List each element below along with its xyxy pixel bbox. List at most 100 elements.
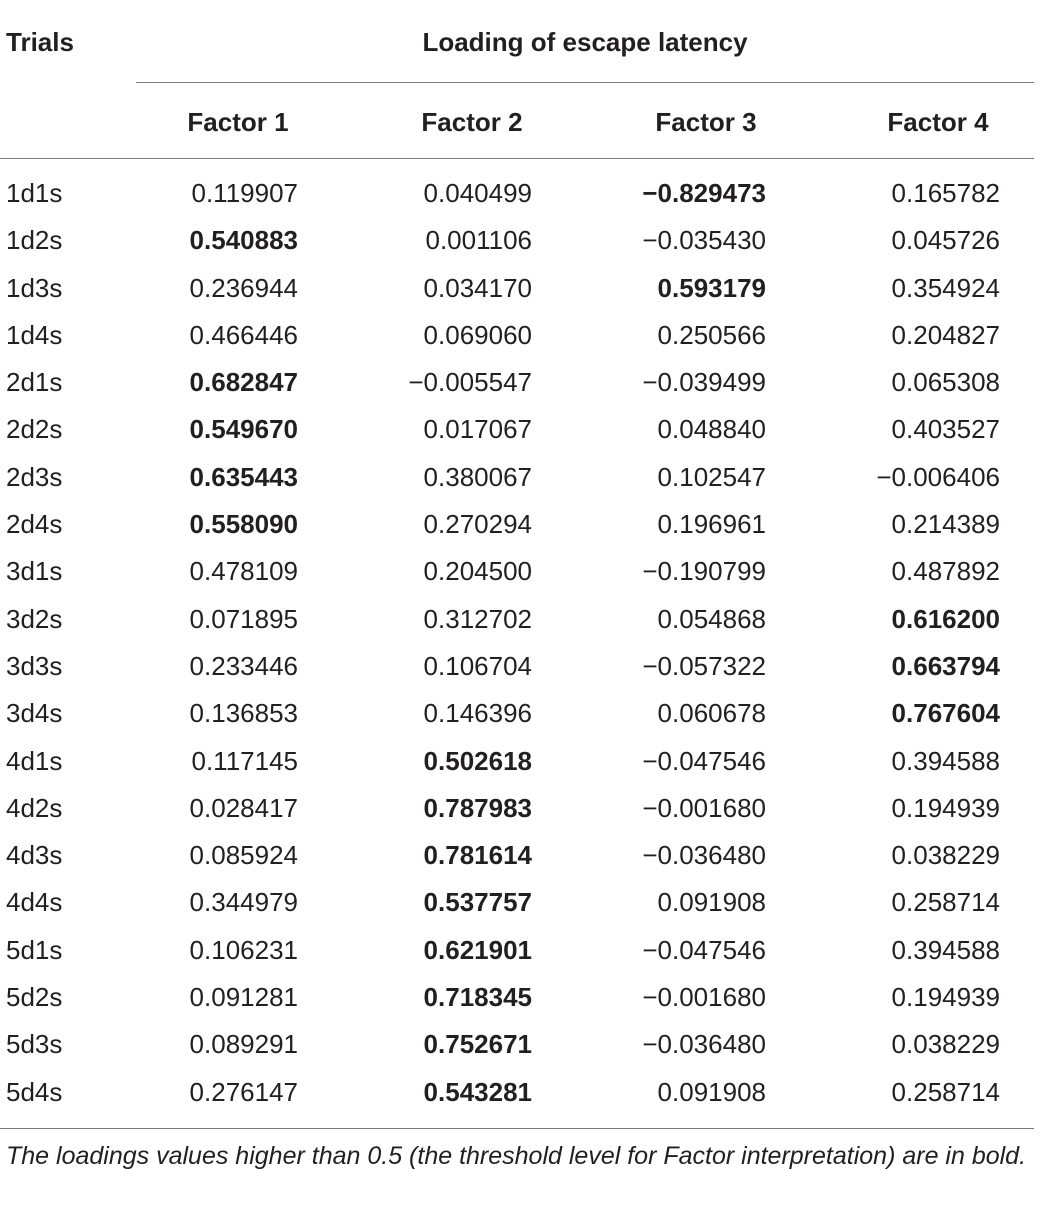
factor-4-loading: 0.394588 [891,745,1000,776]
factor-4-loading: 0.663794 [891,650,1000,681]
table-bottom-rule [0,1128,1034,1129]
trial-label: 1d2s [6,225,63,256]
table-row: 5d2s 0.091281 0.718345 −0.001680 0.194939 [0,974,1034,1021]
trial-label: 5d3s [6,1029,63,1060]
table-row: 3d3s 0.233446 0.106704 −0.057322 0.663794 [0,643,1034,690]
factor-1-loading: 0.682847 [189,367,298,398]
trial-label: 5d1s [6,934,63,965]
factor-3-loading: −0.035430 [642,225,766,256]
factor-3-loading: −0.057322 [642,650,766,681]
factor-3-loading: −0.829473 [642,178,766,208]
factor-2-loading: 0.752671 [423,1029,532,1060]
header-bottom-rule [0,158,1034,159]
factor-1-loading: 0.106231 [189,934,298,965]
factor-2-loading: 0.204500 [423,556,532,587]
table-row: 2d1s 0.682847 −0.005547 −0.039499 0.065308 [0,359,1034,406]
table-row: 2d2s 0.549670 0.017067 0.048840 0.403527 [0,406,1034,453]
table-row: 3d4s 0.136853 0.146396 0.060678 0.767604 [0,690,1034,737]
table-row: 5d3s 0.089291 0.752671 −0.036480 0.038229 [0,1021,1034,1068]
factor-1-loading: 0.466446 [189,319,298,350]
factor-2-loading: 0.312702 [423,603,532,634]
factor-2-loading: 0.017067 [423,414,532,445]
table-row: 1d4s 0.466446 0.069060 0.250566 0.204827 [0,312,1034,359]
factor-2-loading: 0.069060 [423,319,532,350]
factor-1-loading: 0.558090 [189,509,298,540]
factor-2-loading: 0.034170 [423,272,532,303]
trials-column-header: Trials [6,27,74,57]
factor-1-loading: 0.344979 [189,887,298,918]
trial-label: 4d2s [6,792,63,823]
trial-label: 3d2s [6,603,63,634]
trial-label: 2d1s [6,367,63,398]
trial-label: 4d3s [6,840,63,871]
factor-3-loading: −0.047546 [642,934,766,965]
factor-4-loading: 0.487892 [891,556,1000,587]
factor-3-loading: 0.102547 [657,461,766,492]
factor-2-loading: 0.001106 [425,225,532,256]
trial-label: 5d2s [6,982,63,1013]
factor-3-loading: 0.048840 [657,414,766,445]
factor-3-loading: −0.036480 [642,1029,766,1060]
factor-4-loading: 0.403527 [891,414,1000,445]
factor-3-loading: −0.047546 [642,745,766,776]
table-footnote: The loadings values higher than 0.5 (the… [6,1142,1027,1170]
factor-1-loading: 0.276147 [189,1076,298,1107]
table-row: 1d1s 0.119907 0.040499 −0.829473 0.165782 [0,170,1034,217]
table-row: 4d2s 0.028417 0.787983 −0.001680 0.194939 [0,785,1034,832]
trial-label: 5d4s [6,1076,63,1107]
factor-3-loading: 0.054868 [657,603,766,634]
factor-3-loading: −0.001680 [642,792,766,823]
trial-label: 3d4s [6,698,63,729]
factor-4-loading: 0.065308 [891,367,1000,398]
factor-2-loading: 0.106704 [423,650,532,681]
factor-2-header: Factor 2 [421,107,523,137]
trial-label: 3d3s [6,650,63,681]
factor-1-loading: 0.233446 [189,650,298,681]
factor-4-loading: 0.165782 [891,178,1000,208]
factor-4-loading: 0.045726 [891,225,1000,256]
table-body: 1d1s 0.119907 0.040499 −0.829473 0.165782 1d2… [0,170,1034,1116]
factor-3-loading: −0.039499 [642,367,766,398]
trial-label: 1d3s [6,272,63,303]
factor-4-loading: 0.258714 [891,1076,1000,1107]
factor-1-loading: 0.119907 [191,178,298,208]
trial-label: 1d4s [6,319,63,350]
group-header-rule [136,82,1034,83]
factor-2-loading: 0.040499 [423,178,532,208]
factor-1-loading: 0.117145 [191,745,298,776]
factor-4-loading: 0.214389 [891,509,1000,540]
factor-2-loading: −0.005547 [408,367,532,398]
table-row: 4d3s 0.085924 0.781614 −0.036480 0.038229 [0,832,1034,879]
factor-1-header: Factor 1 [187,107,289,137]
factor-3-loading: −0.001680 [642,982,766,1013]
table-row: 1d3s 0.236944 0.034170 0.593179 0.354924 [0,265,1034,312]
factor-4-loading: 0.038229 [891,1029,1000,1060]
factor-1-loading: 0.478109 [189,556,298,587]
factor-2-loading: 0.537757 [423,887,532,918]
factor-4-loading: 0.038229 [891,840,1000,871]
factor-2-loading: 0.543281 [423,1076,532,1107]
loading-group-header: Loading of escape latency [422,27,748,57]
table-row: 4d1s 0.117145 0.502618 −0.047546 0.394588 [0,738,1034,785]
trial-label: 2d4s [6,509,63,540]
factor-2-loading: 0.270294 [423,509,532,540]
trial-label: 4d1s [6,745,63,776]
factor-4-loading: 0.194939 [891,792,1000,823]
factor-1-loading: 0.085924 [189,840,298,871]
factor-3-loading: 0.091908 [657,1076,766,1107]
factor-4-loading: 0.204827 [891,319,1000,350]
factor-4-loading: 0.258714 [891,887,1000,918]
factor-1-loading: 0.635443 [189,461,298,492]
table-row: 4d4s 0.344979 0.537757 0.091908 0.258714 [0,879,1034,926]
factor-4-loading: 0.394588 [891,934,1000,965]
factor-4-loading: 0.194939 [891,982,1000,1013]
table-row: 3d2s 0.071895 0.312702 0.054868 0.616200 [0,596,1034,643]
factor-3-loading: 0.593179 [657,272,766,303]
factor-1-loading: 0.091281 [189,982,298,1013]
factor-2-loading: 0.380067 [423,461,532,492]
trial-label: 1d1s [6,178,63,208]
factor-4-loading: 0.616200 [891,603,1000,634]
factor-1-loading: 0.071895 [189,603,298,634]
factor-3-loading: 0.250566 [657,319,766,350]
